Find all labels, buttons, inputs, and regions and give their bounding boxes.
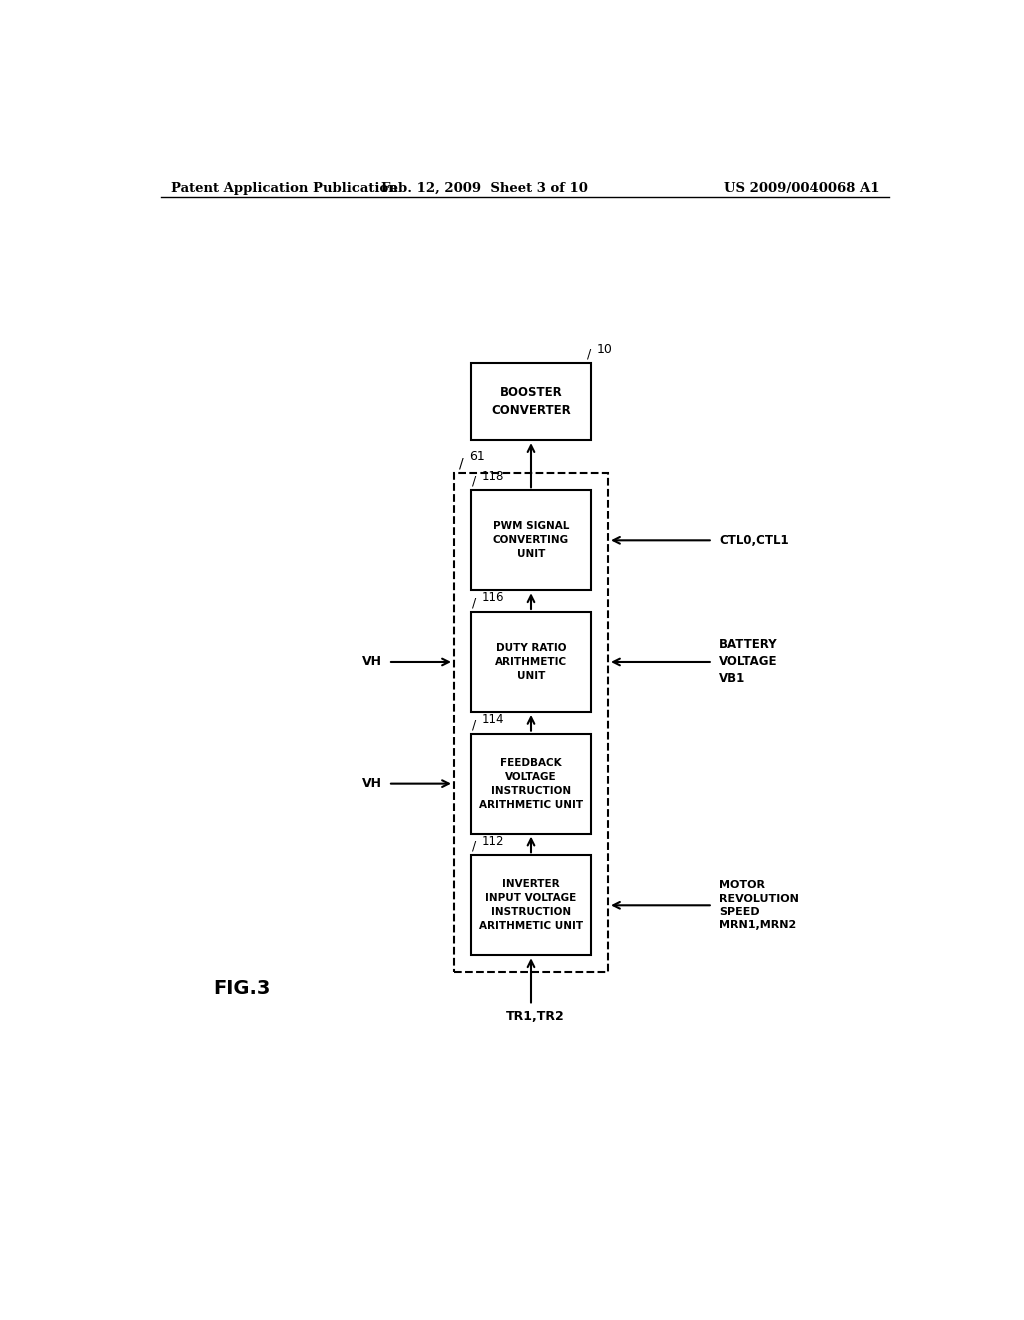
Text: /: /	[460, 457, 464, 470]
Text: VH: VH	[361, 656, 382, 668]
Text: VH: VH	[361, 777, 382, 791]
Bar	[471, 612, 591, 711]
Text: CTL0,CTL1: CTL0,CTL1	[719, 533, 788, 546]
Text: FIG.3: FIG.3	[213, 978, 270, 998]
Bar	[471, 855, 591, 956]
Text: BOOSTER
CONVERTER: BOOSTER CONVERTER	[492, 387, 570, 417]
Text: 112: 112	[481, 834, 504, 847]
Text: /: /	[472, 718, 477, 731]
Text: Feb. 12, 2009  Sheet 3 of 10: Feb. 12, 2009 Sheet 3 of 10	[381, 182, 588, 194]
Bar	[471, 363, 591, 441]
Text: BATTERY
VOLTAGE
VB1: BATTERY VOLTAGE VB1	[719, 639, 777, 685]
Text: /: /	[472, 597, 477, 610]
Bar	[471, 490, 591, 590]
Text: 10: 10	[597, 342, 612, 355]
Text: MOTOR
REVOLUTION
SPEED
MRN1,MRN2: MOTOR REVOLUTION SPEED MRN1,MRN2	[719, 880, 799, 931]
Text: TR1,TR2: TR1,TR2	[506, 1010, 564, 1023]
Text: PWM SIGNAL
CONVERTING
UNIT: PWM SIGNAL CONVERTING UNIT	[493, 521, 569, 560]
Text: /: /	[472, 475, 477, 488]
Text: /: /	[472, 840, 477, 853]
Text: 114: 114	[481, 713, 504, 726]
Text: Patent Application Publication: Patent Application Publication	[171, 182, 397, 194]
Bar	[454, 474, 608, 973]
Text: FEEDBACK
VOLTAGE
INSTRUCTION
ARITHMETIC UNIT: FEEDBACK VOLTAGE INSTRUCTION ARITHMETIC …	[479, 758, 583, 809]
Text: /: /	[587, 348, 592, 360]
Text: 116: 116	[481, 591, 504, 605]
Text: 118: 118	[481, 470, 504, 483]
Text: 61: 61	[469, 450, 485, 462]
Bar	[471, 734, 591, 834]
Text: US 2009/0040068 A1: US 2009/0040068 A1	[724, 182, 880, 194]
Text: INVERTER
INPUT VOLTAGE
INSTRUCTION
ARITHMETIC UNIT: INVERTER INPUT VOLTAGE INSTRUCTION ARITH…	[479, 879, 583, 932]
Text: DUTY RATIO
ARITHMETIC
UNIT: DUTY RATIO ARITHMETIC UNIT	[495, 643, 567, 681]
